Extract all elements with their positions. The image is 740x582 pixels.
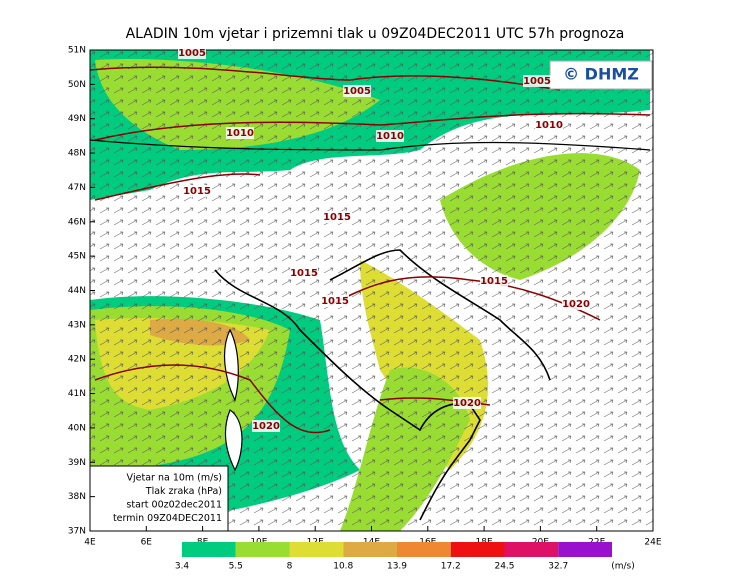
isobar-label-bg xyxy=(323,211,351,223)
isobar-label-bg xyxy=(321,295,349,307)
info-line: Tlak zraka (hPa) xyxy=(145,486,222,497)
legend: 3.4 5.5 8 10.8 13.9 17.2 24.5 32.7 (m/s) xyxy=(175,542,635,572)
legend-swatch xyxy=(343,542,397,557)
legend-label: 3.4 xyxy=(175,562,190,572)
lat-tick-label: 41N xyxy=(68,389,86,399)
lat-tick-label: 51N xyxy=(68,46,86,56)
lat-tick-label: 42N xyxy=(68,355,86,365)
legend-label: 10.8 xyxy=(333,562,353,572)
isobar-label: 1005 xyxy=(343,86,371,97)
lon-tick-label: 6E xyxy=(141,538,153,548)
isobar-label: 1015 xyxy=(321,296,349,307)
isobar-label: 1005 xyxy=(523,76,551,87)
isobar-label-bg xyxy=(343,85,371,97)
legend-swatch xyxy=(397,542,451,557)
isobar-label: 1020 xyxy=(252,421,280,432)
info-line: start 00z02dec2011 xyxy=(126,500,222,511)
isobar-labels: 1005 1005 1005 1010 1010 1010 1015 1015 1015 1015… xyxy=(178,47,590,432)
isobar-label: 1020 xyxy=(562,299,590,310)
isobar-label-bg xyxy=(453,397,481,409)
lat-tick-label: 47N xyxy=(68,183,86,193)
lat-tick-label: 44N xyxy=(68,286,86,296)
isobar-label-bg xyxy=(226,127,254,139)
isobar-label-bg xyxy=(290,267,318,279)
isobar-label: 1010 xyxy=(376,131,404,142)
isobar-label: 1020 xyxy=(453,398,481,409)
isobar-label: 1015 xyxy=(183,186,211,197)
isobar-label: 1015 xyxy=(480,276,508,287)
isobar-label-bg xyxy=(562,298,590,310)
logo: © DHMZ xyxy=(563,65,639,84)
info-lines: Vjetar na 10m (m/s) Tlak zraka (hPa) start… xyxy=(113,473,222,525)
isobar-label-bg xyxy=(252,420,280,432)
isobar-label-bg xyxy=(535,119,563,131)
lon-tick-label: 4E xyxy=(84,538,96,548)
lat-tick-label: 40N xyxy=(68,423,86,433)
isobar-label: 1010 xyxy=(226,128,254,139)
legend-unit: (m/s) xyxy=(611,562,635,572)
legend-label: 17.2 xyxy=(441,562,461,572)
info-box xyxy=(89,465,229,532)
lat-tick-label: 43N xyxy=(68,320,86,330)
lat-tick-label: 38N xyxy=(68,492,86,502)
isobar-label: 1005 xyxy=(178,48,206,59)
isobar-label: 1010 xyxy=(535,120,563,131)
lat-tick-label: 39N xyxy=(68,458,86,468)
lat-tick-label: 46N xyxy=(68,217,86,227)
legend-swatch xyxy=(558,542,612,557)
isobar-label: 1015 xyxy=(290,268,318,279)
title: ALADIN 10m vjetar i prizemni tlak u 09Z0… xyxy=(126,26,625,42)
isobar-label-bg xyxy=(183,185,211,197)
lat-tick-label: 37N xyxy=(68,527,86,537)
lat-tick-label: 49N xyxy=(68,114,86,124)
legend-swatch xyxy=(504,542,559,557)
isobar-label-bg xyxy=(523,75,551,87)
legend-swatch xyxy=(450,542,505,557)
info-line: termin 09Z04DEC2011 xyxy=(113,513,222,524)
lat-tick-label: 50N xyxy=(68,80,86,90)
lat-tick-label: 48N xyxy=(68,149,86,159)
legend-swatch xyxy=(235,542,290,557)
legend-swatch xyxy=(289,542,344,557)
lon-tick-label: 24E xyxy=(644,538,661,548)
legend-label: 8 xyxy=(287,562,293,572)
logo-box xyxy=(549,60,653,90)
legend-label: 5.5 xyxy=(229,562,243,572)
isobar-label: 1015 xyxy=(323,212,351,223)
isobar-label-bg xyxy=(376,130,404,142)
legend-label: 32.7 xyxy=(548,562,568,572)
legend-swatch xyxy=(182,542,236,557)
info-line: Vjetar na 10m (m/s) xyxy=(127,473,223,484)
isobar-label-bg xyxy=(178,47,206,59)
isobar-label-bg xyxy=(480,275,508,287)
lat-tick-label: 45N xyxy=(68,252,86,262)
legend-label: 24.5 xyxy=(494,562,514,572)
legend-label: 13.9 xyxy=(387,562,407,572)
